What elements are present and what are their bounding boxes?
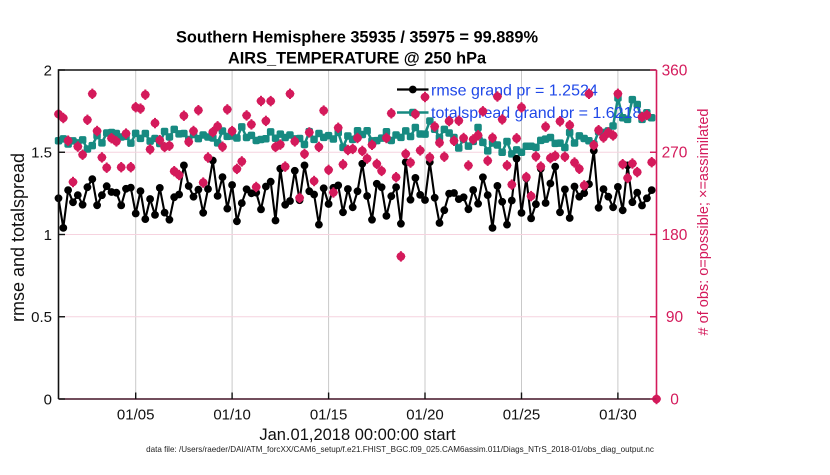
svg-text:90: 90 [666, 309, 684, 326]
svg-text:rmse grand pr = 1.2524: rmse grand pr = 1.2524 [431, 83, 598, 100]
svg-text:AIRS_TEMPERATURE @ 250 hPa: AIRS_TEMPERATURE @ 250 hPa [228, 50, 487, 68]
svg-text:2: 2 [44, 62, 52, 79]
svg-text:data file: /Users/raeder/DAI/A: data file: /Users/raeder/DAI/ATM_forcXX/… [146, 445, 654, 454]
svg-text:360: 360 [662, 62, 688, 79]
svg-text:01/10: 01/10 [213, 407, 251, 424]
svg-text:270: 270 [662, 145, 688, 162]
svg-text:180: 180 [662, 227, 688, 244]
svg-text:0: 0 [670, 391, 679, 408]
svg-text:0: 0 [44, 391, 52, 408]
svg-text:Jan.01,2018 00:00:00 start: Jan.01,2018 00:00:00 start [259, 426, 456, 444]
svg-text:01/30: 01/30 [599, 407, 637, 424]
svg-text:# of obs: o=possible; ×=assimi: # of obs: o=possible; ×=assimilated [696, 109, 712, 336]
svg-text:1: 1 [44, 227, 52, 244]
svg-text:0.5: 0.5 [31, 309, 52, 326]
svg-text:Southern Hemisphere 35935 / 35: Southern Hemisphere 35935 / 35975 = 99.8… [176, 29, 539, 47]
svg-text:rmse and totalspread: rmse and totalspread [8, 153, 28, 322]
svg-text:01/05: 01/05 [117, 407, 155, 424]
svg-text:1.5: 1.5 [31, 145, 52, 162]
svg-text:01/20: 01/20 [406, 407, 444, 424]
svg-text:01/15: 01/15 [310, 407, 348, 424]
svg-text:01/25: 01/25 [503, 407, 541, 424]
